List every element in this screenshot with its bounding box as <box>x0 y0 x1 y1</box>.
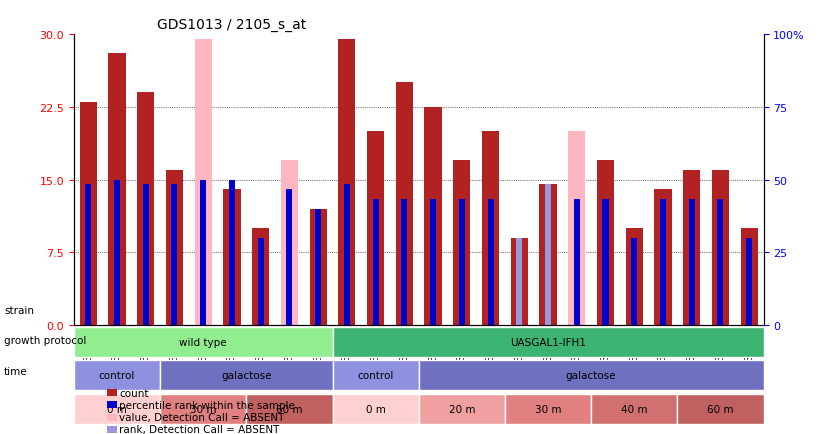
FancyBboxPatch shape <box>333 361 419 391</box>
Text: UASGAL1-IFH1: UASGAL1-IFH1 <box>510 337 586 347</box>
Bar <box>488 200 493 326</box>
Text: growth protocol: growth protocol <box>4 336 86 345</box>
Bar <box>223 190 241 326</box>
Bar <box>258 238 264 326</box>
Bar <box>660 200 666 326</box>
Bar <box>453 161 470 326</box>
FancyBboxPatch shape <box>505 394 591 424</box>
Bar <box>574 200 580 326</box>
Bar <box>166 171 183 326</box>
FancyBboxPatch shape <box>246 394 333 424</box>
Bar <box>229 180 235 326</box>
Text: galactose: galactose <box>566 371 617 381</box>
Bar <box>373 200 378 326</box>
Bar <box>689 200 695 326</box>
Text: rank, Detection Call = ABSENT: rank, Detection Call = ABSENT <box>119 424 279 434</box>
Text: 20 m: 20 m <box>448 404 475 414</box>
Text: 0 m: 0 m <box>107 404 127 414</box>
Bar <box>143 185 149 326</box>
Text: 30 m: 30 m <box>534 404 562 414</box>
Bar <box>603 200 608 326</box>
Text: wild type: wild type <box>179 337 227 347</box>
Text: percentile rank within the sample: percentile rank within the sample <box>119 400 295 410</box>
Bar <box>200 180 206 326</box>
FancyBboxPatch shape <box>333 394 419 424</box>
Text: galactose: galactose <box>221 371 272 381</box>
Bar <box>631 238 637 326</box>
Bar <box>718 200 723 326</box>
Bar <box>367 132 384 326</box>
Text: 60 m: 60 m <box>707 404 734 414</box>
Bar <box>545 185 551 326</box>
Text: 0 m: 0 m <box>365 404 386 414</box>
FancyBboxPatch shape <box>160 394 246 424</box>
Bar <box>568 132 585 326</box>
Bar <box>539 185 557 326</box>
FancyBboxPatch shape <box>333 327 764 357</box>
FancyBboxPatch shape <box>160 361 333 391</box>
Bar <box>683 171 700 326</box>
Bar <box>626 229 643 326</box>
Text: 40 m: 40 m <box>621 404 648 414</box>
Text: 30 m: 30 m <box>190 404 217 414</box>
FancyBboxPatch shape <box>74 361 160 391</box>
Bar <box>85 185 91 326</box>
Bar <box>80 102 97 326</box>
Bar <box>344 185 350 326</box>
FancyBboxPatch shape <box>591 394 677 424</box>
Text: 60 m: 60 m <box>276 404 303 414</box>
Bar <box>654 190 672 326</box>
Text: time: time <box>4 366 28 376</box>
Bar <box>252 229 269 326</box>
Bar <box>424 108 442 326</box>
Bar <box>396 83 413 326</box>
Bar <box>511 238 528 326</box>
Text: strain: strain <box>4 306 34 315</box>
Bar <box>430 200 436 326</box>
FancyBboxPatch shape <box>677 394 764 424</box>
FancyBboxPatch shape <box>74 394 160 424</box>
Bar <box>597 161 614 326</box>
FancyBboxPatch shape <box>419 394 505 424</box>
Bar <box>746 238 752 326</box>
FancyBboxPatch shape <box>74 327 333 357</box>
Bar <box>172 185 177 326</box>
Bar <box>108 54 126 326</box>
FancyBboxPatch shape <box>419 361 764 391</box>
Bar <box>712 171 729 326</box>
Text: value, Detection Call = ABSENT: value, Detection Call = ABSENT <box>119 412 284 422</box>
Bar <box>114 180 120 326</box>
Bar <box>281 161 298 326</box>
Text: control: control <box>99 371 135 381</box>
Text: GDS1013 / 2105_s_at: GDS1013 / 2105_s_at <box>157 18 306 32</box>
Bar <box>516 238 522 326</box>
Bar <box>137 93 154 326</box>
Bar <box>310 209 327 326</box>
Bar <box>459 200 465 326</box>
Bar <box>315 209 321 326</box>
Text: count: count <box>119 388 149 398</box>
Bar <box>195 39 212 326</box>
Text: control: control <box>357 371 394 381</box>
Bar <box>338 39 355 326</box>
Bar <box>741 229 758 326</box>
Bar <box>482 132 499 326</box>
Bar <box>401 200 407 326</box>
Bar <box>287 190 292 326</box>
